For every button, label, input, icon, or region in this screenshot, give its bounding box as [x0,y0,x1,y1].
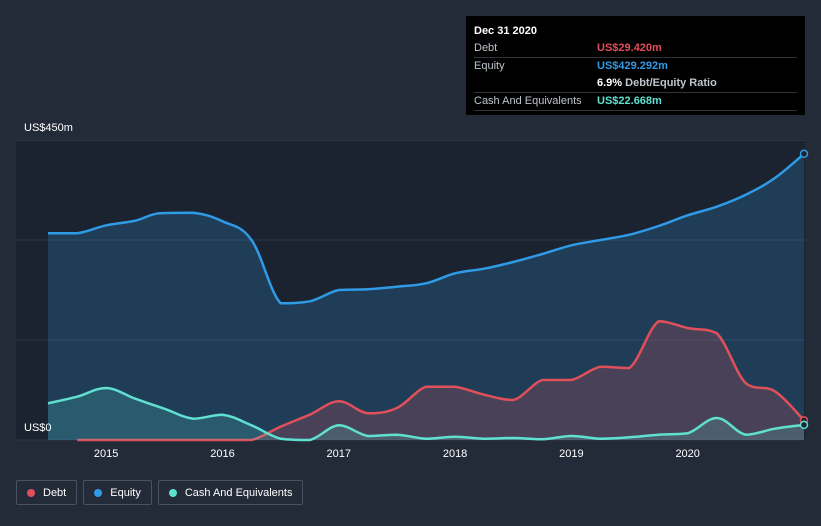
x-tick-label: 2019 [559,448,583,460]
tooltip-cash-label: Cash And Equivalents [474,95,582,107]
legend-cash-label: Cash And Equivalents [184,486,293,499]
tooltip-ratio: 6.9% Debt/Equity Ratio [597,75,717,91]
y-axis-max-label: US$450m [24,122,73,134]
tooltip-row-ratio: 6.9% Debt/Equity Ratio [474,75,797,93]
tooltip-row-cash: Cash And Equivalents US$22.668m [474,93,797,111]
debt-area [77,321,805,440]
tooltip-equity-value: US$429.292m [597,60,668,72]
tooltip-row-debt: Debt US$29.420m [474,40,797,58]
x-tick-label: 2015 [94,448,118,460]
x-tick-label: 2020 [675,448,699,460]
legend-equity-label: Equity [110,486,141,499]
x-axis: 2015 2016 2017 2018 2019 2020 [94,448,700,460]
x-tick-label: 2016 [210,448,234,460]
cash-dot-icon [168,488,177,497]
tooltip-cash-value: US$22.668m [597,95,662,107]
equity-line [48,152,805,305]
x-tick-label: 2018 [443,448,467,460]
tooltip-equity-label: Equity [474,60,505,72]
legend-item-cash[interactable]: Cash And Equivalents [157,480,304,505]
x-tick-label: 2017 [327,448,351,460]
y-axis-min-label: US$0 [24,422,52,434]
tooltip-date: Dec 31 2020 [474,25,537,37]
chart-legend: Debt Equity Cash And Equivalents [16,480,304,507]
legend-item-equity[interactable]: Equity [83,480,152,505]
cash-area [48,388,804,440]
debt-dot-icon [27,488,35,497]
legend-item-debt[interactable]: Debt [16,480,78,505]
tooltip-row-equity: Equity US$429.292m [474,58,797,75]
equity-dot-icon [94,488,103,497]
legend-debt-label: Debt [43,486,67,499]
debt-line [77,320,805,442]
cash-line [47,386,805,442]
tooltip-ratio-value: 6.9% [597,77,623,89]
equity-endpoint [799,149,809,159]
cash-endpoint [799,420,809,430]
series-layer [47,149,809,442]
tooltip-debt-label: Debt [474,42,498,54]
tooltip-debt-value: US$29.420m [597,42,662,54]
data-tooltip: Dec 31 2020 Debt US$29.420m Equity US$42… [466,16,805,115]
plot-background [16,140,805,440]
tooltip-ratio-label: Debt/Equity Ratio [625,77,717,89]
